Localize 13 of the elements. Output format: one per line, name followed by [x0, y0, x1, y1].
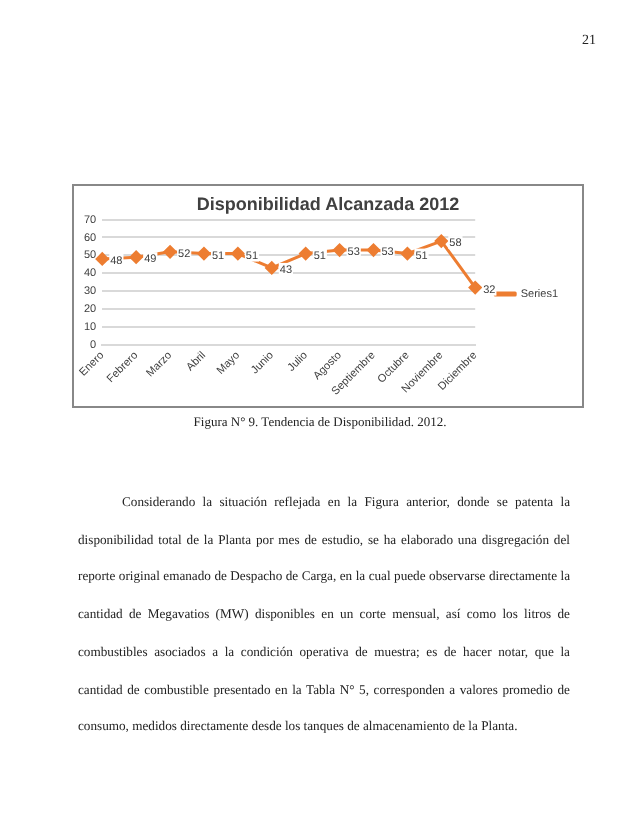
point	[468, 281, 482, 295]
point	[197, 247, 211, 261]
point	[333, 243, 347, 257]
point	[265, 261, 279, 275]
point	[163, 245, 177, 259]
point	[434, 234, 448, 248]
point	[129, 250, 143, 264]
point	[299, 247, 313, 261]
point	[231, 247, 245, 261]
point	[400, 247, 414, 261]
point	[366, 243, 380, 257]
point	[95, 252, 109, 266]
chart-title: Disponibilidad Alcanzada 2012	[196, 193, 460, 214]
